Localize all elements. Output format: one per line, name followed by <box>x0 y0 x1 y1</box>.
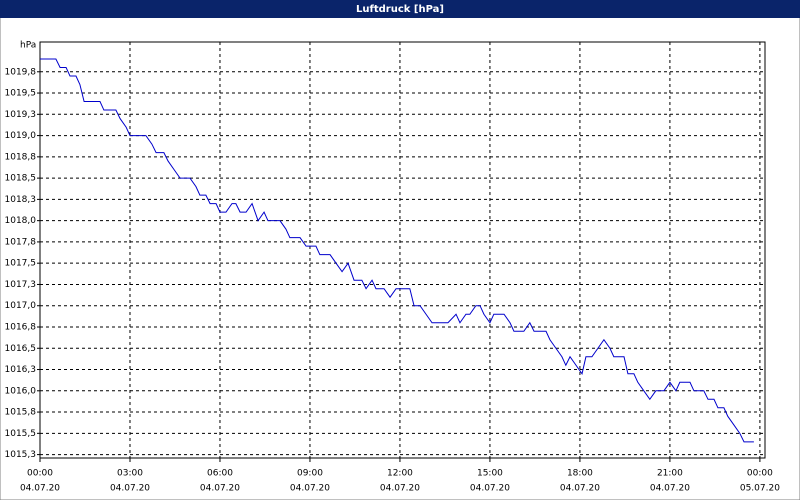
x-tick-date: 04.07.20 <box>650 484 690 494</box>
y-tick-label: 1018,5 <box>5 174 37 184</box>
title-bar <box>0 0 800 18</box>
y-tick-label: 1016,3 <box>5 365 37 375</box>
y-tick-label: 1017,5 <box>5 259 37 269</box>
x-tick-date: 04.07.20 <box>20 484 60 494</box>
x-tick-label: 00:00 <box>27 469 53 479</box>
y-tick-label: 1017,0 <box>5 301 37 311</box>
y-tick-label: 1015,8 <box>5 408 37 418</box>
y-unit: hPa <box>20 41 36 51</box>
chart-title: Luftdruck [hPa] <box>356 4 444 15</box>
x-tick-label: 18:00 <box>567 469 593 479</box>
y-tick-label: 1017,8 <box>5 237 37 247</box>
x-tick-date: 05.07.20 <box>740 484 780 494</box>
x-tick-label: 06:00 <box>207 469 233 479</box>
x-tick-date: 04.07.20 <box>290 484 330 494</box>
line <box>40 58 754 443</box>
x-tick-label: 12:00 <box>387 469 413 479</box>
y-tick-label: 1019,3 <box>5 110 37 120</box>
y-tick-label: 1019,8 <box>5 67 37 77</box>
y-tick-label: 1019,5 <box>5 89 37 99</box>
y-tick-label: 1015,5 <box>5 429 37 439</box>
x-tick-date: 04.07.20 <box>200 484 240 494</box>
x-tick-date: 04.07.20 <box>380 484 420 494</box>
y-tick-label: 1018,8 <box>5 152 37 162</box>
x-tick-label: 03:00 <box>117 469 143 479</box>
x-tick-label: 15:00 <box>477 469 503 479</box>
y-tick-label: 1017,3 <box>5 280 37 290</box>
y-tick-label: 1019,0 <box>5 131 37 141</box>
y-tick-label: 1015,3 <box>5 450 37 460</box>
plot-area <box>39 41 766 459</box>
x-tick-date: 04.07.20 <box>470 484 510 494</box>
x-tick-label: 21:00 <box>657 469 683 479</box>
x-tick-date: 04.07.20 <box>560 484 600 494</box>
y-tick-label: 1016,0 <box>5 386 37 396</box>
x-tick-label: 09:00 <box>297 469 323 479</box>
y-tick-label: 1016,5 <box>5 344 37 354</box>
x-tick-label: 00:00 <box>747 469 773 479</box>
y-tick-label: 1018,0 <box>5 216 37 226</box>
y-tick-label: 1018,3 <box>5 195 37 205</box>
y-tick-label: 1016,8 <box>5 322 37 332</box>
x-tick-date: 04.07.20 <box>110 484 150 494</box>
